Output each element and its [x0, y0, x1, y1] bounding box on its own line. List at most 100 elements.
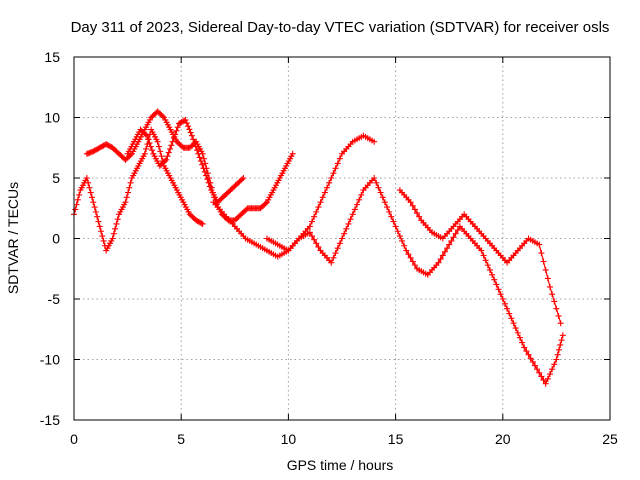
- data-point-track-5-6-0: [328, 259, 335, 266]
- data-point-track-4-10-2: [321, 189, 328, 196]
- data-point-track-5-16-4: [444, 245, 451, 252]
- data-point-track-1-0-4: [76, 191, 83, 198]
- data-point-track-3-17-4: [239, 176, 246, 183]
- data-point-track-5-17-1: [448, 237, 455, 244]
- y-tick-label--10: -10: [40, 352, 60, 368]
- data-point-track-5-8-0: [349, 211, 356, 218]
- series-track-6: [396, 187, 564, 327]
- data-point-track-1-3-3: [94, 213, 101, 220]
- data-point-track-6-1-1: [409, 202, 416, 209]
- y-tick-label--5: -5: [48, 291, 61, 307]
- y-tick-label-10: 10: [44, 110, 60, 126]
- data-point-track-6-1-4: [416, 213, 423, 220]
- data-point-track-3-11-0: [195, 150, 202, 157]
- data-point-track-5-4-0: [306, 229, 313, 236]
- data-point-track-3-7-3: [173, 127, 180, 134]
- data-point-track-1-8-4: [127, 179, 134, 186]
- data-point-track-3-3-0: [143, 132, 150, 139]
- data-point-track-5-13-4: [411, 262, 418, 269]
- series-track-3: [124, 116, 247, 206]
- data-point-track-5-11-2: [386, 208, 393, 215]
- data-point-track-6-13-3: [542, 266, 549, 273]
- data-point-track-5-16-1: [437, 256, 444, 263]
- y-tick-label-5: 5: [52, 170, 60, 186]
- data-point-track-4-10-4: [326, 179, 333, 186]
- data-point-track-5-12-2: [396, 233, 403, 240]
- data-point-track-2-18-2: [202, 160, 209, 167]
- data-point-track-5-24-0: [521, 344, 528, 351]
- data-point-track-3-9-4: [187, 129, 194, 136]
- data-point-track-5-6-2: [332, 250, 339, 257]
- data-point-track-6-1-3: [414, 210, 421, 217]
- data-point-track-4-11-1: [330, 170, 337, 177]
- data-point-track-5-10-4: [379, 194, 386, 201]
- data-point-track-4-11-0: [328, 175, 335, 181]
- data-point-track-4-10-0: [317, 199, 324, 206]
- data-point-track-4-11-4: [336, 155, 343, 162]
- data-point-track-6-14-1: [549, 291, 556, 298]
- data-point-track-6-14-4: [555, 312, 562, 319]
- data-point-track-3-10-2: [191, 139, 198, 146]
- data-point-track-5-7-3: [345, 220, 352, 227]
- data-point-track-6-14-3: [553, 305, 560, 312]
- data-point-track-5-13-1: [405, 251, 412, 258]
- data-point-track-5-17-4: [454, 227, 461, 234]
- data-point-track-5-26-3: [549, 366, 556, 373]
- data-point-track-5-21-1: [491, 276, 498, 283]
- marks-layer: [71, 108, 566, 387]
- data-point-track-5-7-2: [343, 225, 350, 232]
- data-point-track-5-25-1: [534, 366, 541, 373]
- data-point-track-3-7-2: [172, 131, 179, 138]
- data-point-track-5-16-3: [441, 248, 448, 255]
- data-point-track-5-17-2: [450, 234, 457, 241]
- data-point-track-5-22-1: [501, 300, 508, 307]
- data-point-track-5-22-4: [508, 315, 515, 322]
- data-point-track-5-25-3: [538, 373, 545, 380]
- data-point-track-5-20-1: [480, 252, 487, 259]
- data-point-track-5-22-0: [499, 296, 506, 302]
- data-point-track-5-10-1: [373, 179, 380, 186]
- data-point-track-5-end: [559, 332, 566, 339]
- data-point-track-2-end: [289, 150, 296, 157]
- data-point-track-2-24-4: [243, 206, 250, 213]
- data-point-track-5-23-3: [516, 334, 523, 341]
- data-point-track-5-4-3: [313, 240, 320, 247]
- data-point-track-5-17-0: [446, 241, 453, 248]
- data-point-track-1-4-1: [98, 228, 105, 235]
- data-point-track-1-6-1: [110, 230, 117, 237]
- data-point-track-5-27-3: [557, 341, 564, 348]
- data-point-track-1-4-0: [96, 223, 103, 230]
- data-point-track-3-11-4: [200, 165, 207, 172]
- data-point-track-1-3-1: [91, 204, 98, 211]
- data-point-track-5-11-3: [388, 213, 395, 220]
- data-point-track-1-6-3: [113, 220, 120, 227]
- data-point-track-5-20-2: [482, 257, 489, 264]
- data-point-track-5-13-2: [407, 254, 414, 261]
- data-point-track-5-12-1: [394, 228, 401, 235]
- data-point-track-5-12-3: [399, 237, 406, 244]
- data-point-track-5-23-1: [512, 325, 519, 332]
- data-point-track-1-4-2: [99, 233, 106, 240]
- series-track-5: [263, 175, 566, 387]
- data-point-track-6-1-2: [411, 206, 418, 213]
- data-point-track-3-9-3: [186, 126, 193, 133]
- data-point-track-5-24-1: [523, 348, 530, 355]
- data-point-track-4-9-0: [306, 223, 313, 230]
- y-tick-label-0: 0: [52, 231, 60, 247]
- data-point-track-1-3-2: [92, 208, 99, 215]
- data-point-track-3-2-4: [142, 131, 149, 138]
- data-point-track-6-end: [557, 320, 564, 327]
- data-point-track-5-17-3: [452, 230, 459, 237]
- y-tick-label--15: -15: [40, 412, 60, 428]
- data-point-track-1-2-2: [86, 184, 93, 191]
- data-point-track-5-25-2: [536, 369, 543, 376]
- data-point-track-5-26-2: [546, 371, 553, 378]
- data-point-track-5-20-3: [484, 262, 491, 269]
- data-point-track-1-13-0: [154, 138, 161, 145]
- data-point-track-5-21-3: [495, 286, 502, 293]
- data-point-track-5-11-1: [384, 204, 391, 211]
- data-point-track-2-18-1: [200, 155, 207, 162]
- data-point-track-3-3-4: [149, 147, 156, 154]
- data-point-track-5-11-0: [381, 199, 388, 206]
